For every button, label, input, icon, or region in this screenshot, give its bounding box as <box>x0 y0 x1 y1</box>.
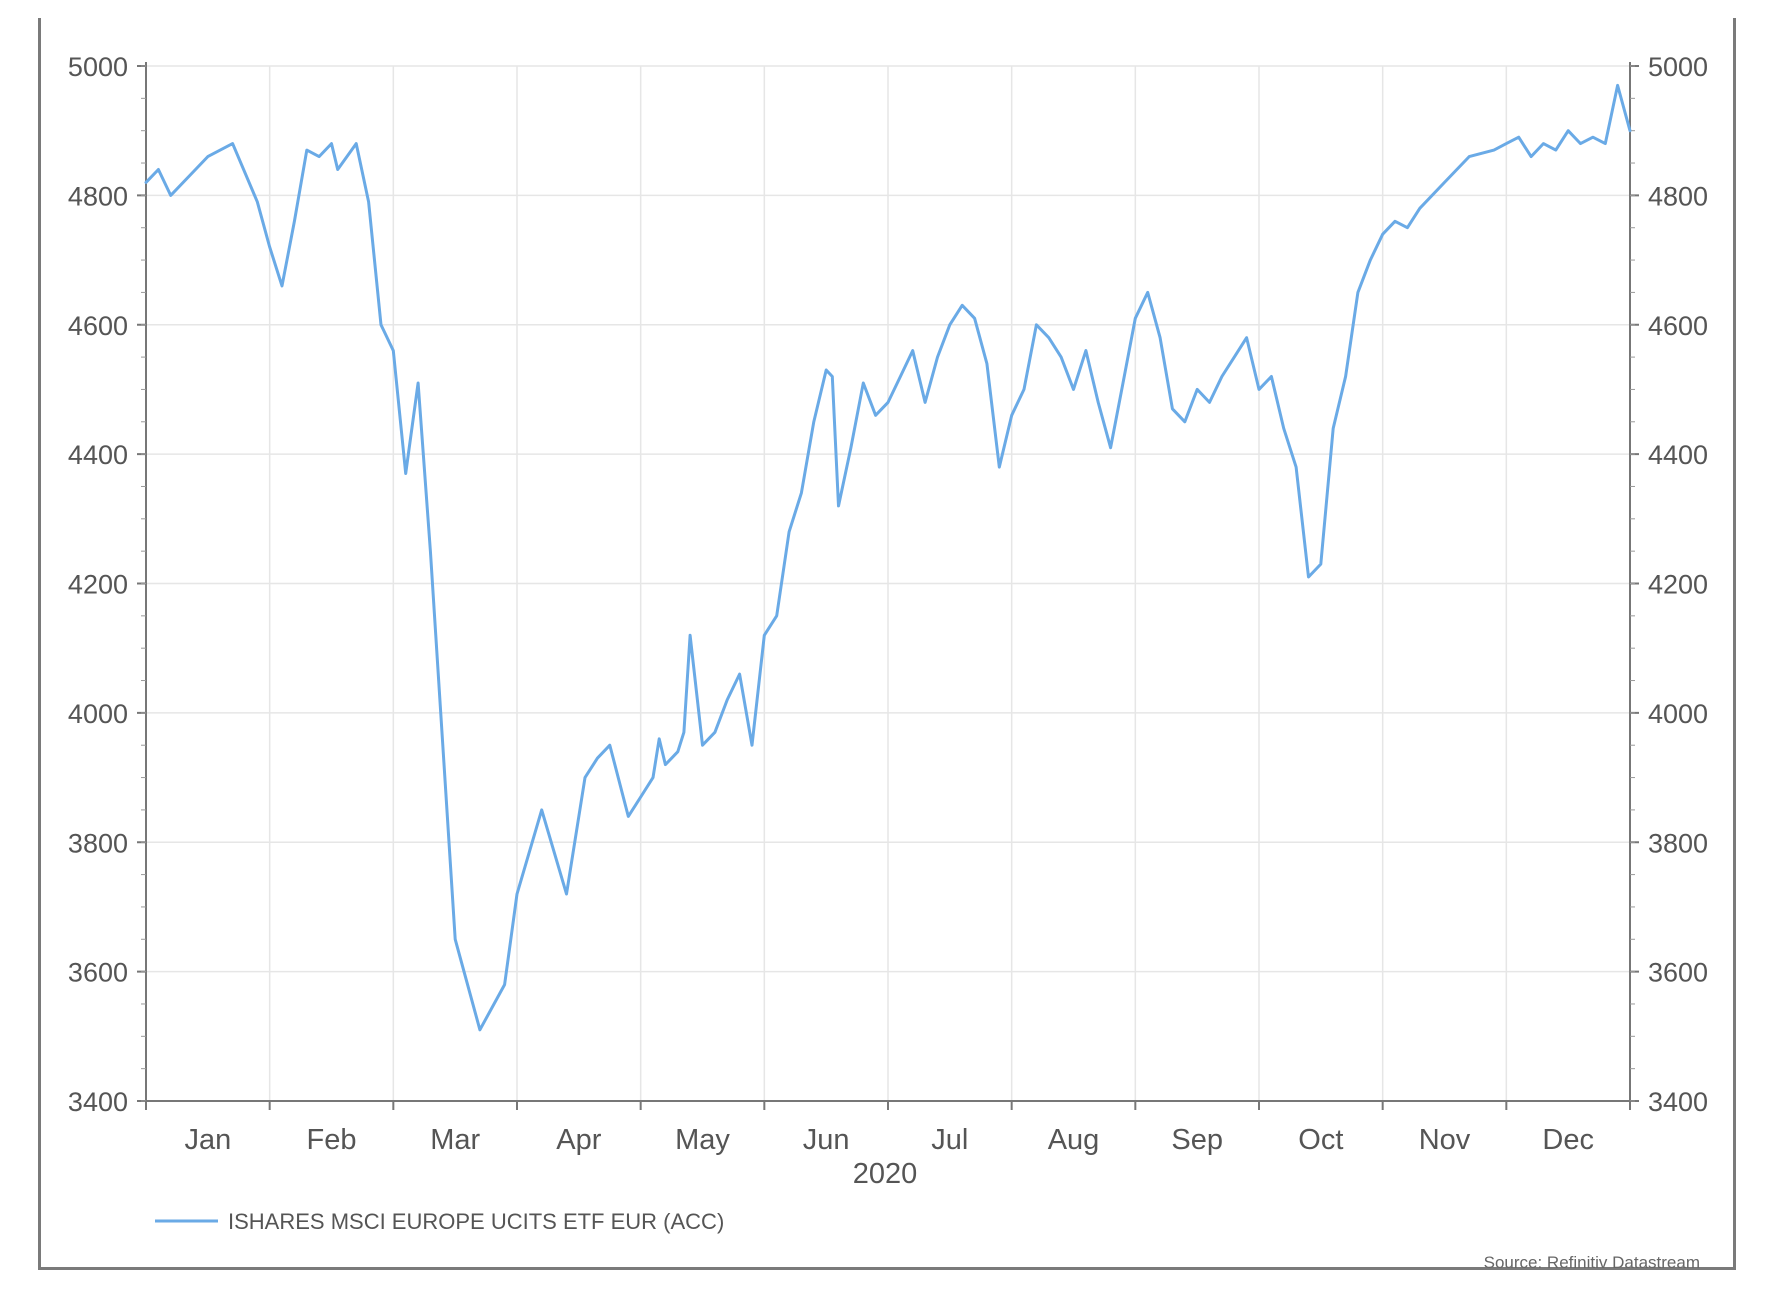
x-tick-label: Jul <box>931 1124 968 1156</box>
y-tick-label-right: 3600 <box>1648 958 1708 988</box>
source-note: Source: Refinitiv Datastream <box>1484 1253 1700 1272</box>
y-tick-label-right: 4200 <box>1648 570 1708 600</box>
gridlines <box>146 65 1630 1101</box>
y-tick-label-right: 4800 <box>1648 181 1708 211</box>
y-tick-label-right: 5000 <box>1648 52 1708 82</box>
y-axis-right: 3400 3600 3800 4000 4200 4400 4600 4800 5000 <box>1630 52 1708 1117</box>
y-tick-label-left: 3400 <box>68 1087 128 1117</box>
x-tick-label: Jun <box>803 1124 850 1156</box>
legend-label: ISHARES MSCI EUROPE UCITS ETF EUR (ACC) <box>228 1209 724 1234</box>
series-group <box>144 83 1632 1032</box>
y-tick-label-left: 4200 <box>68 570 128 600</box>
y-tick-label-left: 3800 <box>68 828 128 858</box>
legend: ISHARES MSCI EUROPE UCITS ETF EUR (ACC) <box>155 1209 724 1234</box>
y-axis-left: 3400 3600 3800 4000 4200 4400 4600 4800 5000 <box>68 52 146 1117</box>
x-tick-label: Aug <box>1048 1124 1100 1156</box>
y-tick-label-right: 4600 <box>1648 311 1708 341</box>
y-tick-label-right: 3800 <box>1648 828 1708 858</box>
x-tick-label: Apr <box>556 1124 601 1156</box>
x-tick-label: Nov <box>1419 1124 1471 1156</box>
y-tick-label-left: 5000 <box>68 52 128 82</box>
x-tick-label: Dec <box>1542 1124 1594 1156</box>
y-tick-label-right: 4000 <box>1648 699 1708 729</box>
x-tick-label: Feb <box>307 1124 357 1156</box>
x-tick-label: Mar <box>430 1124 480 1156</box>
y-tick-label-right: 3400 <box>1648 1087 1708 1117</box>
x-tick-label: Oct <box>1298 1124 1343 1156</box>
y-tick-label-left: 4600 <box>68 311 128 341</box>
chart-frame <box>38 18 1736 1270</box>
x-tick-label: May <box>675 1124 730 1156</box>
y-tick-label-left: 4400 <box>68 440 128 470</box>
y-tick-label-left: 4000 <box>68 699 128 729</box>
y-tick-label-right: 4400 <box>1648 440 1708 470</box>
x-axis-title: 2020 <box>853 1158 918 1190</box>
x-axis: Jan Feb Mar Apr May Jun Jul Aug Sep Oct Nov Dec <box>145 1101 1631 1156</box>
y-tick-label-left: 3600 <box>68 958 128 988</box>
y-tick-label-left: 4800 <box>68 181 128 211</box>
series-line <box>144 83 1632 1032</box>
x-tick-label: Sep <box>1171 1124 1223 1156</box>
x-tick-label: Jan <box>184 1124 231 1156</box>
